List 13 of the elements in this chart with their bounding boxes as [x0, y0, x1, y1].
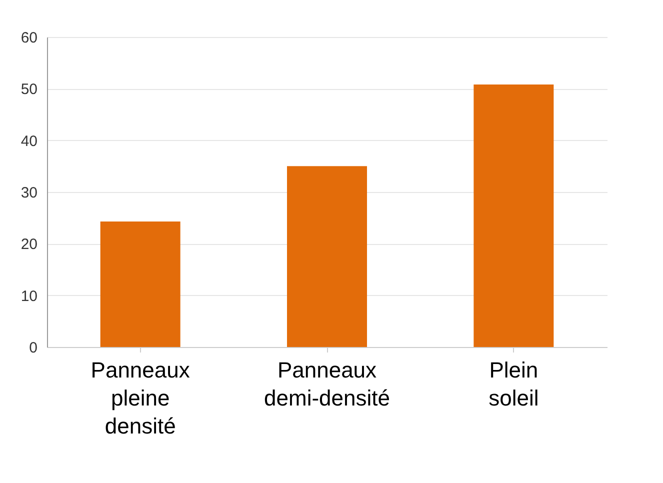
x-tick-label: Plein soleil	[488, 358, 539, 410]
bar	[474, 84, 554, 347]
y-tick-label: 10	[20, 288, 38, 305]
bar	[287, 166, 367, 347]
bar	[100, 221, 180, 347]
x-tick-label: Panneaux demi-densité	[264, 358, 390, 410]
y-tick-label: 40	[20, 132, 38, 150]
y-tick-label: 20	[20, 236, 38, 254]
y-tick-label: 50	[20, 81, 38, 98]
y-tick-label: 60	[20, 30, 38, 46]
y-tick-label: 30	[20, 184, 38, 202]
x-tick-label: Panneaux pleine densité	[90, 358, 190, 438]
y-tick-label: 0	[29, 340, 38, 356]
